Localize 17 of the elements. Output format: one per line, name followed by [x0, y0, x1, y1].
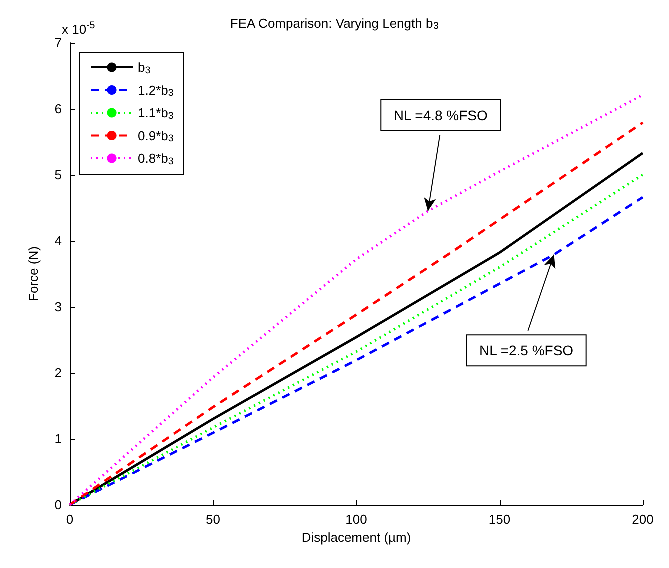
- y-tick-label: 3: [54, 300, 62, 314]
- annotation: NL =2.5 %FSO: [480, 342, 574, 359]
- y-tick-label: 6: [54, 102, 62, 116]
- y-tick-label: 5: [54, 168, 62, 182]
- annotation: NL =4.8 %FSO: [394, 107, 488, 124]
- x-tick-label: 0: [66, 512, 74, 527]
- x-tick-label: 150: [488, 512, 511, 527]
- x-axis-title: Displacement (µm): [302, 530, 412, 545]
- x-tick-label: 200: [632, 512, 654, 527]
- y-tick-label: 4: [54, 234, 62, 248]
- y-tick-label: 1: [54, 432, 62, 446]
- x-tick-label: 100: [346, 512, 368, 527]
- y-axis-title: Force (N): [26, 246, 41, 302]
- y-tick-label: 2: [54, 366, 62, 380]
- y-tick-label: 0: [54, 498, 62, 512]
- x-tick-label: 50: [206, 512, 220, 527]
- y-tick-label: 7: [54, 36, 62, 50]
